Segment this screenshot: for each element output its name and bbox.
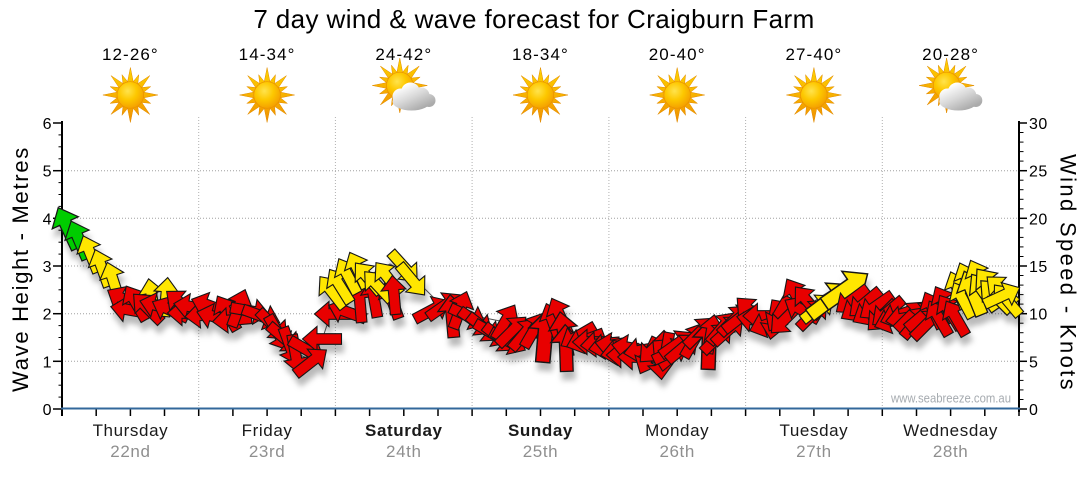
svg-text:18-34°: 18-34° (512, 45, 569, 64)
svg-text:5: 5 (43, 164, 52, 181)
svg-text:1: 1 (43, 354, 52, 371)
svg-text:Wave Height - Metres: Wave Height - Metres (8, 146, 33, 392)
svg-text:20: 20 (1029, 211, 1048, 228)
svg-text:4: 4 (43, 211, 52, 228)
svg-text:5: 5 (1029, 354, 1038, 371)
svg-text:20-28°: 20-28° (922, 45, 979, 64)
svg-text:10: 10 (1029, 307, 1048, 324)
svg-text:24th: 24th (386, 442, 422, 461)
svg-text:6: 6 (43, 116, 52, 133)
svg-text:25th: 25th (523, 442, 559, 461)
svg-text:23rd: 23rd (249, 442, 285, 461)
svg-text:Friday: Friday (242, 421, 293, 440)
svg-text:14-34°: 14-34° (239, 45, 296, 64)
svg-text:20-40°: 20-40° (649, 45, 706, 64)
svg-text:0: 0 (43, 402, 52, 419)
svg-text:24-42°: 24-42° (375, 45, 432, 64)
svg-text:22nd: 22nd (110, 442, 150, 461)
svg-text:27-40°: 27-40° (785, 45, 842, 64)
svg-text:15: 15 (1029, 259, 1048, 276)
svg-text:27th: 27th (796, 442, 832, 461)
svg-text:Tuesday: Tuesday (780, 421, 849, 440)
svg-text:28th: 28th (933, 442, 969, 461)
svg-text:25: 25 (1029, 164, 1048, 181)
svg-text:Thursday: Thursday (93, 421, 169, 440)
svg-text:Sunday: Sunday (508, 421, 573, 440)
svg-text:30: 30 (1029, 116, 1048, 133)
svg-text:0: 0 (1029, 402, 1038, 419)
svg-text:Monday: Monday (645, 421, 709, 440)
svg-text:7 day wind & wave forecast for: 7 day wind & wave forecast for Craigburn… (253, 4, 814, 34)
svg-text:www.seabreeze.com.au: www.seabreeze.com.au (890, 391, 1011, 406)
svg-text:Wednesday: Wednesday (903, 421, 998, 440)
svg-text:Saturday: Saturday (365, 421, 443, 440)
svg-text:2: 2 (43, 307, 52, 324)
svg-text:3: 3 (43, 259, 52, 276)
svg-text:12-26°: 12-26° (102, 45, 159, 64)
svg-text:Wind Speed - Knots: Wind Speed - Knots (1056, 154, 1080, 392)
svg-text:26th: 26th (659, 442, 695, 461)
